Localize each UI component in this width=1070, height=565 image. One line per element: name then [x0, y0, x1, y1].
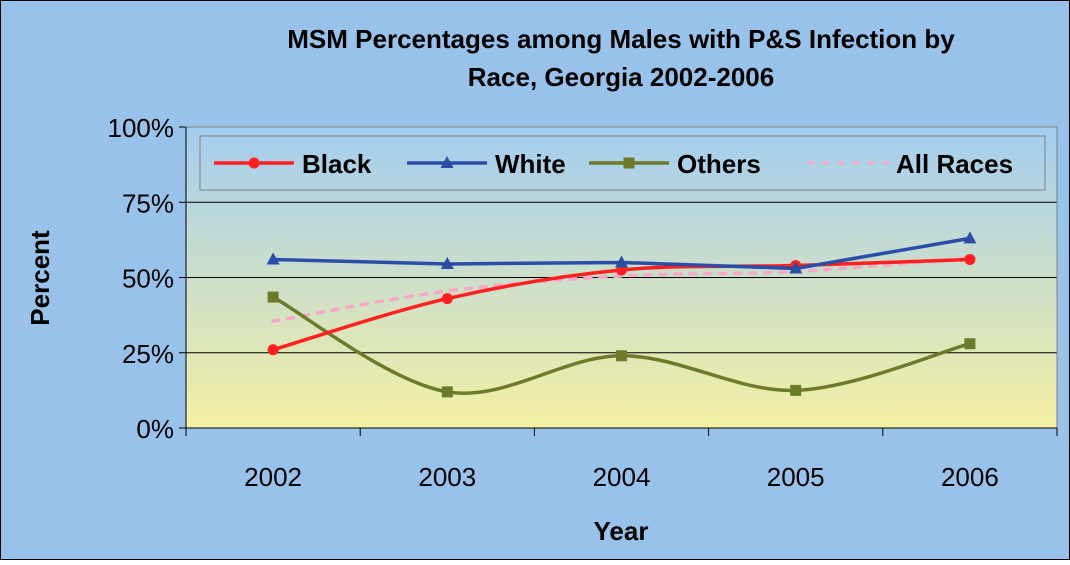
legend-label-all-races: All Races [896, 149, 1013, 179]
legend-box [199, 135, 1046, 191]
x-axis-label: Year [594, 516, 649, 546]
y-axis-label: Percent [25, 230, 55, 326]
data-point-others [616, 350, 627, 362]
series-line-all-races [271, 256, 972, 323]
legend-item-all-races: All Races [808, 149, 1013, 179]
x-tick-label: 2004 [593, 462, 651, 492]
chart-title-line: MSM Percentages among Males with P&S Inf… [287, 24, 955, 54]
x-tick-label: 2003 [418, 462, 476, 492]
data-point-white [963, 231, 977, 244]
y-tick-label: 100% [108, 113, 175, 143]
data-point-black [267, 344, 279, 356]
legend-marker-black [248, 157, 260, 169]
chart-title-line: Race, Georgia 2002-2006 [468, 62, 774, 92]
y-tick-label: 50% [122, 264, 174, 294]
y-tick-label: 0% [136, 414, 174, 444]
chart-title: MSM Percentages among Males with P&S Inf… [287, 24, 955, 92]
data-point-white [615, 255, 628, 268]
data-point-others [964, 338, 976, 350]
y-tick-label: 25% [122, 339, 174, 369]
data-point-others [267, 291, 279, 303]
legend: Black White Others All Races [199, 135, 1046, 191]
data-point-white [440, 256, 454, 269]
legend-label-black: Black [302, 149, 372, 179]
series-white [266, 231, 977, 274]
data-point-black [964, 253, 976, 265]
series-others [267, 291, 976, 398]
legend-item-others: Others [589, 149, 761, 179]
x-tick-label: 2006 [941, 462, 999, 492]
legend-label-white: White [495, 149, 566, 179]
series-lines [266, 231, 977, 398]
data-point-others [790, 384, 802, 396]
legend-item-white: White [407, 149, 566, 179]
axis-labels: Year Percent [25, 230, 648, 546]
x-tick-label: 2005 [767, 462, 825, 492]
x-tick-label: 2002 [244, 462, 302, 492]
data-point-others [441, 386, 453, 398]
series-all-races [271, 256, 972, 323]
y-tick-label: 75% [122, 188, 174, 218]
legend-marker-others [623, 157, 635, 169]
legend-label-others: Others [677, 149, 761, 179]
legend-marker-white [440, 156, 454, 168]
data-point-white [789, 261, 803, 274]
data-point-black [441, 293, 453, 305]
data-point-white [266, 252, 280, 265]
axes: 0% 25% 50% 75% 100% 2002 2003 2004 2005 2006 [108, 113, 1058, 492]
legend-item-black: Black [214, 149, 372, 179]
